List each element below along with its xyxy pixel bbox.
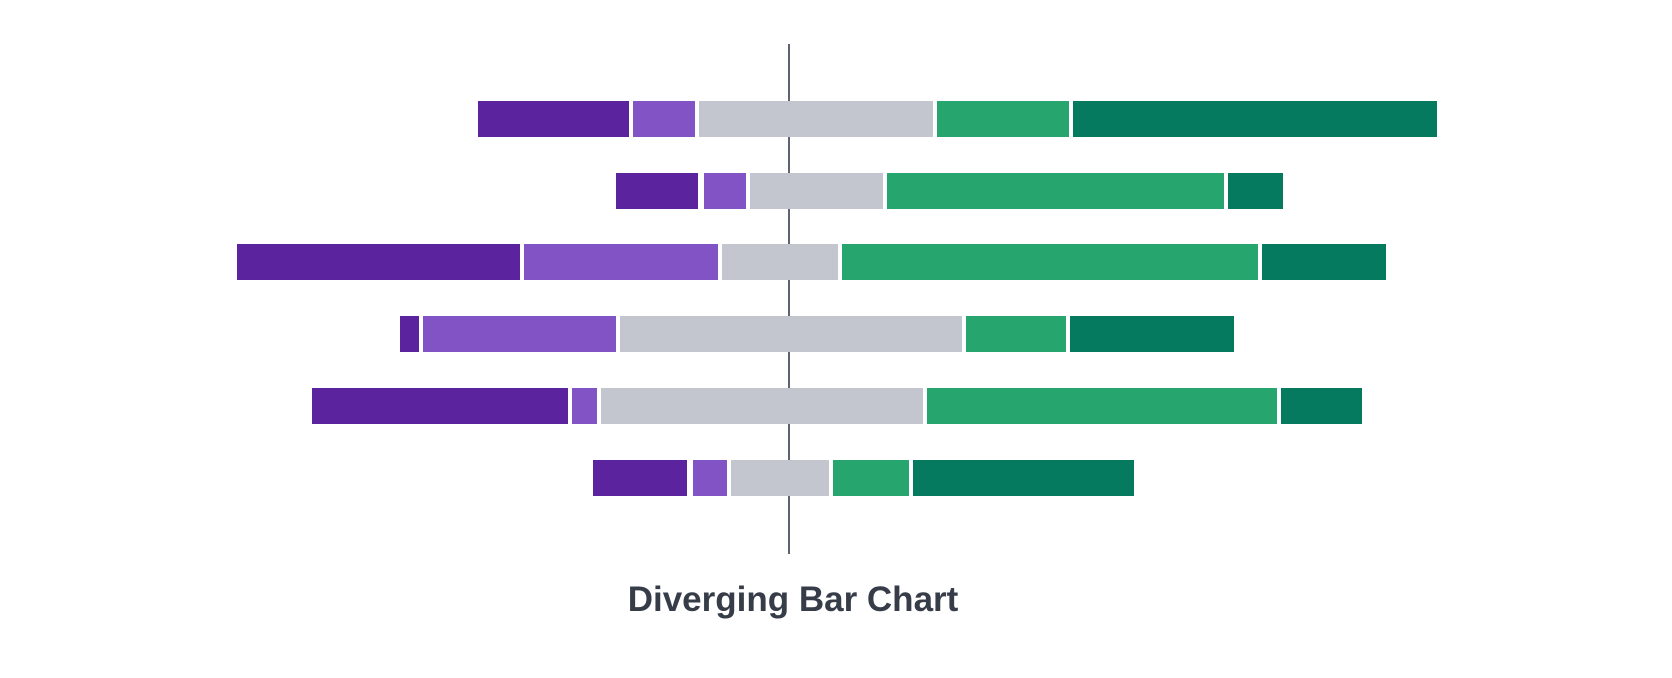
bar-segment-row-3-neutral[interactable]	[722, 244, 838, 280]
bar-segment-row-1-positive[interactable]	[937, 101, 1069, 137]
center-axis-line	[788, 44, 790, 554]
bar-segment-row-6-strong-positive[interactable]	[913, 460, 1134, 496]
bar-segment-row-3-strong-negative[interactable]	[237, 244, 520, 280]
bar-segment-row-5-strong-negative[interactable]	[312, 388, 568, 424]
bar-segment-row-2-strong-negative[interactable]	[616, 173, 698, 209]
bar-segment-row-5-positive[interactable]	[927, 388, 1277, 424]
bar-segment-row-3-strong-positive[interactable]	[1262, 244, 1386, 280]
bar-segment-row-5-negative[interactable]	[572, 388, 597, 424]
bar-segment-row-2-negative[interactable]	[704, 173, 746, 209]
bar-segment-row-4-negative[interactable]	[423, 316, 616, 352]
bar-segment-row-4-neutral[interactable]	[620, 316, 962, 352]
bar-segment-row-1-strong-positive[interactable]	[1073, 101, 1437, 137]
bar-segment-row-3-negative[interactable]	[524, 244, 718, 280]
bar-segment-row-2-strong-positive[interactable]	[1228, 173, 1283, 209]
chart-title: Diverging Bar Chart	[627, 580, 959, 619]
bar-segment-row-4-positive[interactable]	[966, 316, 1066, 352]
bar-segment-row-4-strong-positive[interactable]	[1070, 316, 1234, 352]
bar-segment-row-3-positive[interactable]	[842, 244, 1258, 280]
bar-segment-row-1-negative[interactable]	[633, 101, 695, 137]
bar-segment-row-6-strong-negative[interactable]	[593, 460, 687, 496]
bar-segment-row-6-negative[interactable]	[693, 460, 727, 496]
bar-segment-row-2-positive[interactable]	[887, 173, 1224, 209]
bar-segment-row-6-positive[interactable]	[833, 460, 909, 496]
bar-segment-row-5-neutral[interactable]	[601, 388, 923, 424]
bar-segment-row-2-neutral[interactable]	[750, 173, 883, 209]
bar-segment-row-6-neutral[interactable]	[731, 460, 829, 496]
bar-segment-row-5-strong-positive[interactable]	[1281, 388, 1362, 424]
bar-segment-row-1-strong-negative[interactable]	[478, 101, 629, 137]
bar-segment-row-1-neutral[interactable]	[699, 101, 933, 137]
bar-segment-row-4-strong-negative[interactable]	[400, 316, 419, 352]
